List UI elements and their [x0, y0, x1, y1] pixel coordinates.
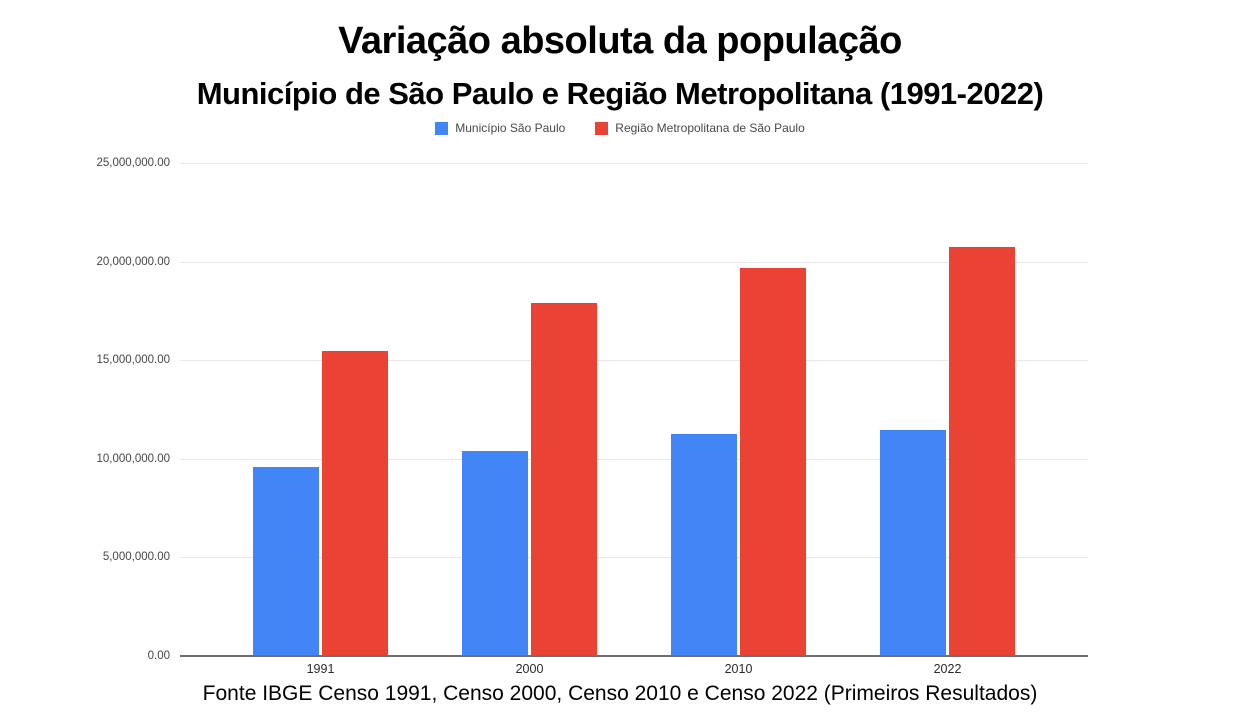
bar-group-2022	[843, 163, 1052, 656]
chart-legend: Município São Paulo Região Metropolitana …	[0, 121, 1240, 135]
gridline	[180, 557, 1088, 559]
y-tick-label: 0.00	[147, 650, 170, 662]
y-tick-label: 15,000,000.00	[96, 354, 170, 367]
gridline	[180, 458, 1088, 460]
bar-group-1991	[216, 163, 425, 656]
x-tick-label: 2010	[724, 662, 753, 676]
bar	[462, 450, 528, 656]
y-tick-label: 25,000,000.00	[96, 157, 170, 169]
source-note: Fonte IBGE Censo 1991, Censo 2000, Censo…	[202, 682, 1038, 705]
bar-series	[180, 163, 1088, 656]
bar	[671, 434, 737, 656]
gridline	[180, 360, 1088, 362]
legend-swatch-icon	[435, 121, 449, 135]
bar	[740, 267, 806, 656]
bar	[253, 466, 319, 656]
legend-label: Município São Paulo	[455, 121, 566, 135]
y-tick-label: 5,000,000.00	[102, 551, 170, 564]
legend-item: Região Metropolitana de São Paulo	[595, 121, 805, 135]
gridline	[180, 261, 1088, 263]
x-tick-label: 2022	[933, 662, 962, 676]
bar	[949, 246, 1015, 656]
x-tick-label: 1991	[306, 662, 335, 676]
bar	[322, 351, 388, 656]
x-tick-label: 2000	[515, 662, 544, 676]
legend-swatch-icon	[595, 121, 609, 135]
chart-subtitle: Município de São Paulo e Região Metropol…	[196, 76, 1044, 111]
x-axis-labels: 1991 2000 2010 2022	[180, 662, 1088, 676]
y-tick-label: 20,000,000.00	[96, 255, 170, 268]
y-tick-label: 10,000,000.00	[96, 452, 170, 465]
bar-group-2000	[425, 163, 634, 656]
legend-item: Município São Paulo	[435, 121, 565, 135]
x-axis-line	[180, 655, 1088, 657]
plot-area	[180, 163, 1088, 657]
bar-group-2010	[634, 163, 843, 656]
bar	[531, 303, 597, 656]
gridline	[180, 163, 1088, 164]
y-axis-labels: 0.00 5,000,000.00 10,000,000.00 15,000,000.…	[0, 157, 170, 662]
bar	[880, 430, 946, 656]
chart-title: Variação absoluta da população	[338, 20, 902, 62]
legend-label: Região Metropolitana de São Paulo	[615, 121, 805, 135]
